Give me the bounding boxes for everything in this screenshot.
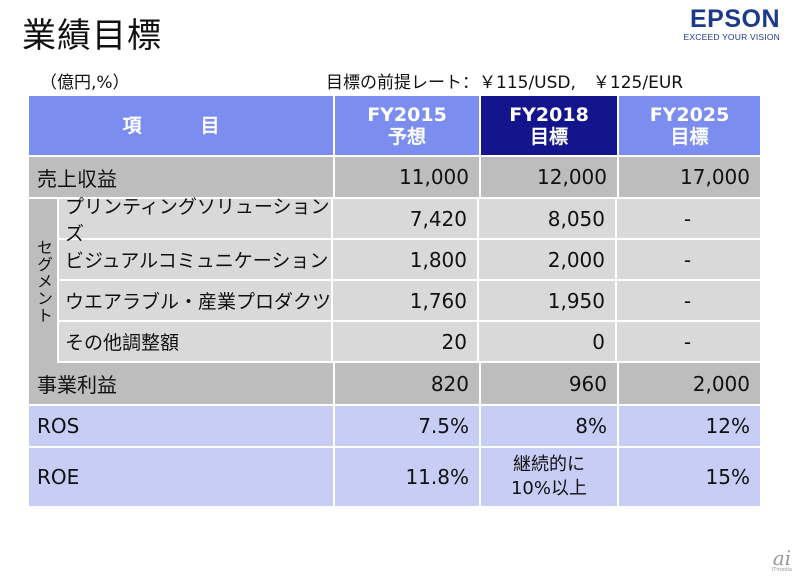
header-fy2015-year: FY2015 (367, 103, 447, 126)
value-fy2015: 11,000 (335, 157, 481, 197)
value-fy2018: 1,950 (479, 281, 617, 320)
table-row-revenue: 売上収益 11,000 12,000 17,000 (29, 157, 760, 199)
row-label: ビジュアルコミュニケーション (59, 240, 333, 279)
header-fy2025: FY2025 目標 (619, 96, 760, 155)
value-fy2018: 12,000 (481, 157, 619, 197)
value-fy2025: - (683, 329, 692, 354)
value-fy2025: - (683, 247, 692, 272)
header-fy2025-kind: 目標 (670, 125, 709, 148)
value-fy2025: 12% (705, 414, 750, 438)
value-fy2018: 8% (481, 406, 619, 446)
row-label: ROS (29, 406, 335, 446)
row-label: 売上収益 (29, 157, 335, 197)
value-fy2015: 1,800 (333, 240, 479, 279)
header-fy2018-year: FY2018 (509, 103, 589, 126)
table-row-segment: その他調整額 20 0 - (59, 322, 760, 363)
row-label: プリンティングソリューションズ (59, 196, 333, 245)
unit-note: （億円,%） (40, 73, 130, 93)
epson-logo: EPSON EXCEED YOUR VISION (684, 6, 781, 42)
value-fy2018: 8,050 (479, 199, 617, 238)
table-row-roe: ROE 11.8% 継続的に 10%以上 15% (29, 448, 760, 508)
value-fy2018: 継続的に 10%以上 (481, 448, 619, 506)
value-fy2025: - (683, 206, 692, 231)
targets-table: 項 目 FY2015 予想 FY2018 目標 FY2025 目標 売上収益 1… (29, 96, 760, 508)
table-row-segment: ウエアラブル・産業プロダクツ 1,760 1,950 - (59, 281, 760, 322)
value-fy2025: - (683, 288, 692, 313)
page-title: 業績目標 (22, 16, 162, 56)
header-fy2015: FY2015 予想 (335, 96, 481, 155)
row-label: ウエアラブル・産業プロダクツ (59, 281, 333, 320)
row-label: 事業利益 (29, 363, 335, 404)
header-fy2025-year: FY2025 (649, 103, 730, 126)
table-row-segment: ビジュアルコミュニケーション 1,800 2,000 - (59, 240, 760, 281)
header-item: 項 目 (29, 96, 335, 155)
segment-block: セグメント プリンティングソリューションズ 7,420 8,050 - ビジュア… (29, 196, 760, 363)
value-fy2015: 20 (333, 322, 479, 361)
table-row-segment: プリンティングソリューションズ 7,420 8,050 - (59, 196, 760, 245)
value-fy2025: 17,000 (680, 165, 750, 189)
table-row-ros: ROS 7.5% 8% 12% (29, 406, 760, 448)
value-fy2018: 0 (479, 322, 617, 361)
row-label: その他調整額 (59, 322, 333, 361)
watermark-logo: ai (772, 546, 792, 570)
value-fy2018: 2,000 (479, 240, 617, 279)
value-fy2015: 820 (335, 363, 481, 404)
watermark-text: ITmedia (771, 567, 792, 573)
header-fy2018: FY2018 目標 (481, 96, 619, 155)
value-fy2018: 960 (481, 363, 619, 404)
roe-target-line1: 継続的に (513, 454, 585, 475)
table-row-operating-profit: 事業利益 820 960 2,000 (29, 363, 760, 406)
value-fy2025: 15% (705, 465, 750, 489)
header-fy2015-kind: 予想 (387, 125, 426, 148)
segment-rows: プリンティングソリューションズ 7,420 8,050 - ビジュアルコミュニケ… (59, 196, 760, 363)
value-fy2015: 1,760 (333, 281, 479, 320)
header-fy2018-kind: 目標 (529, 125, 568, 148)
value-fy2015: 7,420 (333, 199, 479, 238)
value-fy2015: 7.5% (335, 406, 481, 446)
logo-name: EPSON (689, 5, 780, 33)
table-header-row: 項 目 FY2015 予想 FY2018 目標 FY2025 目標 (29, 96, 760, 157)
roe-target-line2: 10%以上 (510, 478, 587, 499)
exchange-rate-note: 目標の前提レート：￥115/USD, ￥125/EUR (326, 73, 684, 93)
logo-tagline: EXCEED YOUR VISION (683, 32, 780, 42)
segment-side-label: セグメント (29, 199, 59, 363)
value-fy2025: 2,000 (692, 371, 750, 396)
row-label: ROE (29, 448, 335, 506)
value-fy2015: 11.8% (335, 448, 481, 506)
itmedia-watermark: ai ITmedia (771, 546, 792, 573)
